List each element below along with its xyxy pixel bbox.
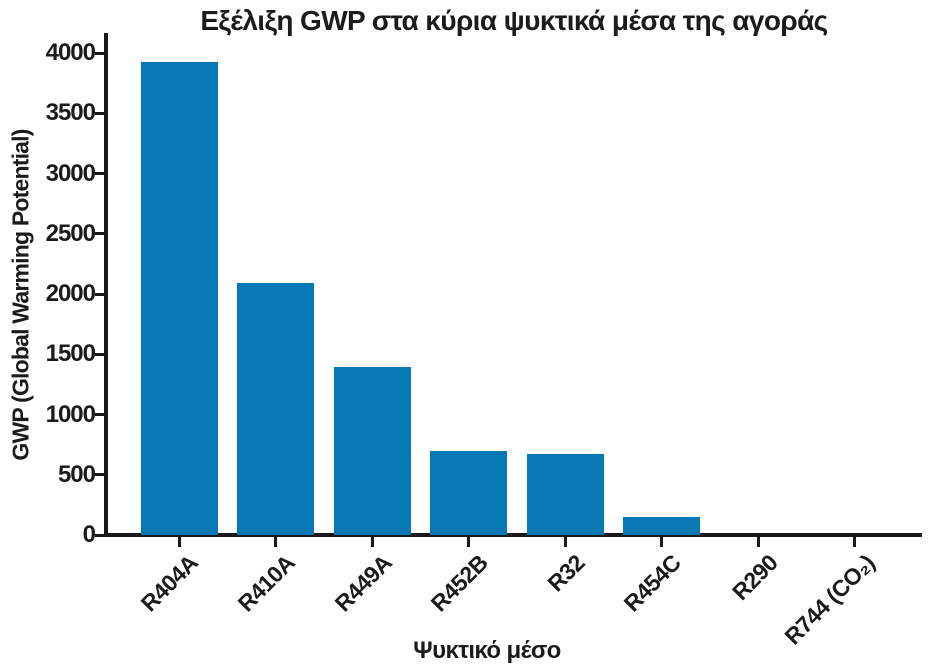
y-tick-label: 2500 (45, 219, 96, 247)
y-axis-tick (95, 352, 104, 356)
chart-title: Εξέλιξη GWP στα κύρια ψυκτικά μέσα της α… (200, 5, 828, 36)
x-axis-tick (756, 537, 760, 547)
y-axis-tick (95, 413, 104, 416)
y-axis-tick (95, 473, 104, 477)
y-axis-spine (104, 33, 108, 537)
x-axis-spine (104, 533, 922, 537)
x-axis-tick (853, 537, 857, 547)
bar-R410A (237, 283, 315, 535)
y-axis-tick (95, 111, 104, 115)
bar-R404A (140, 62, 218, 535)
x-tick-label: R410A (232, 549, 300, 617)
y-tick-label: 4000 (45, 39, 96, 66)
y-axis-tick (95, 533, 104, 537)
y-tick-label: 500 (57, 460, 96, 488)
x-tick-label: R32 (542, 549, 590, 597)
y-tick-label: 0 (82, 521, 96, 548)
y-tick-label: 1500 (45, 340, 96, 368)
x-axis-label: Ψυκτικό μέσο (413, 637, 561, 664)
x-tick-label: R452B (425, 549, 493, 617)
x-tick-label: R454C (618, 549, 686, 617)
y-tick-label: 1000 (45, 400, 96, 428)
x-axis-tick (370, 537, 374, 547)
y-tick-label: 3500 (45, 99, 96, 127)
x-axis-tick (274, 537, 278, 547)
x-tick-label: R404A (136, 549, 203, 617)
bar-R452B (430, 451, 508, 535)
x-tick-label: R290 (726, 549, 783, 606)
x-axis-tick (467, 537, 471, 547)
bar-R454C (623, 517, 701, 535)
x-axis-tick (660, 537, 664, 547)
x-tick-label: R449A (329, 549, 397, 617)
y-axis-tick (95, 292, 104, 296)
bar-R449A (333, 367, 411, 535)
y-axis-tick (95, 232, 104, 236)
bar-R32 (526, 454, 604, 535)
x-tick-label: R744 (CO₂) (778, 549, 879, 650)
x-axis-tick (563, 537, 567, 547)
y-axis-tick (95, 172, 104, 175)
y-tick-label: 3000 (45, 159, 96, 187)
x-axis-tick (177, 537, 181, 547)
y-tick-label: 2000 (45, 280, 96, 307)
y-axis-tick (95, 51, 104, 55)
